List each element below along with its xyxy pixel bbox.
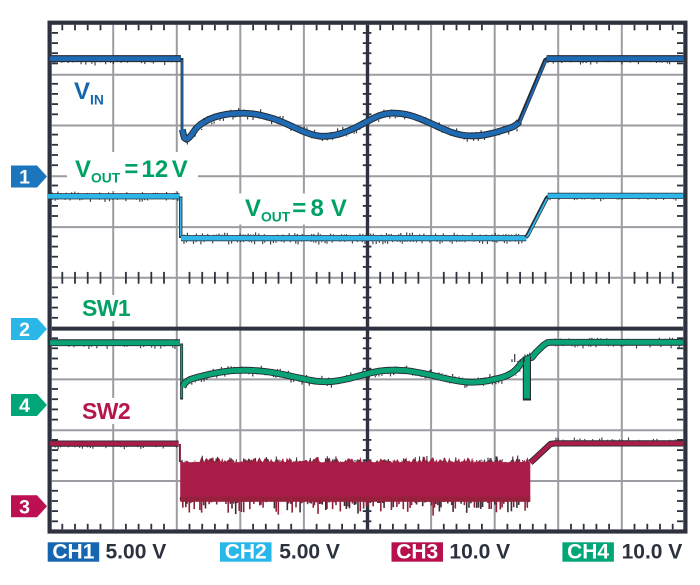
svg-text:3: 3 [19, 496, 30, 518]
svg-text:1: 1 [19, 167, 30, 189]
svg-text:5.00 V: 5.00 V [106, 540, 167, 563]
svg-text:SW1: SW1 [82, 295, 131, 321]
svg-text:VIN: VIN [74, 78, 104, 108]
svg-text:VOUT=8V: VOUT= 8 V [245, 195, 347, 225]
svg-text:5.00 V: 5.00 V [279, 540, 340, 563]
svg-text:CH3: CH3 [396, 540, 438, 563]
svg-text:2: 2 [19, 319, 30, 341]
svg-text:CH1: CH1 [52, 540, 94, 563]
svg-text:10.0 V: 10.0 V [449, 540, 510, 563]
svg-text:10.0 V: 10.0 V [622, 540, 683, 563]
svg-text:SW2: SW2 [82, 398, 130, 424]
svg-text:CH4: CH4 [567, 540, 609, 563]
svg-text:4: 4 [19, 395, 30, 417]
svg-text:CH2: CH2 [225, 540, 267, 563]
svg-text:VOUT=12V: VOUT = 12 V [75, 156, 188, 186]
